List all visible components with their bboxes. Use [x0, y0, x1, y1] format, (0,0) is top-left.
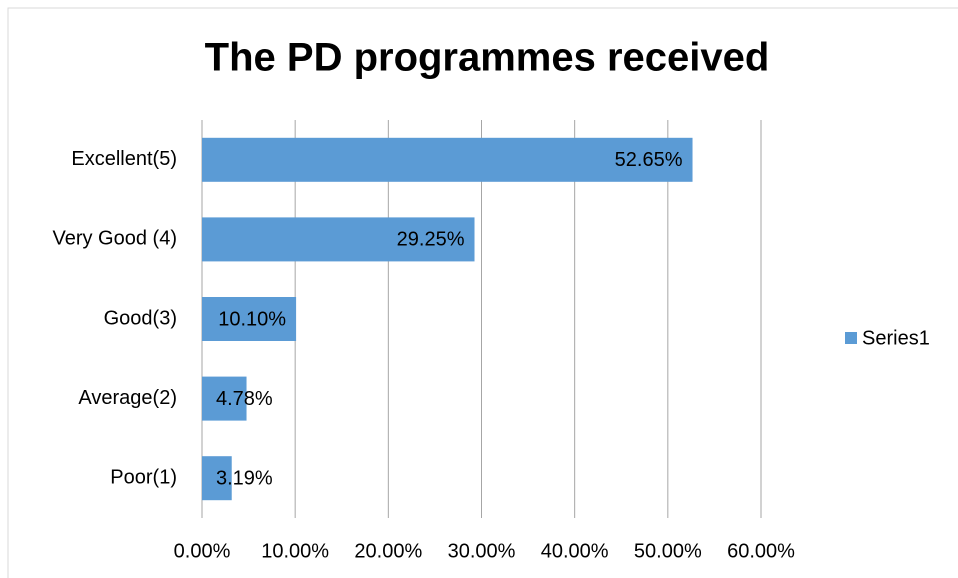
data-label: 4.78%	[216, 388, 273, 410]
data-label: 52.65%	[615, 149, 683, 171]
bar	[202, 137, 693, 182]
data-label: 10.10%	[218, 308, 286, 330]
y-tick-label: Good(3)	[104, 307, 177, 329]
x-tick-label: 50.00%	[634, 540, 702, 562]
data-label: 3.19%	[216, 467, 273, 489]
x-tick-label: 0.00%	[174, 540, 231, 562]
bar	[202, 376, 247, 421]
legend-swatch	[845, 332, 857, 344]
bar	[202, 217, 475, 262]
y-tick-label: Average(2)	[78, 387, 177, 409]
legend-label: Series1	[862, 327, 930, 349]
y-tick-label: Very Good (4)	[52, 228, 177, 250]
x-tick-label: 40.00%	[541, 540, 609, 562]
x-tick-label: 10.00%	[261, 540, 329, 562]
x-tick-label: 60.00%	[727, 540, 795, 562]
y-tick-label: Excellent(5)	[71, 148, 177, 170]
chart-title: The PD programmes received	[205, 36, 770, 80]
x-tick-label: 20.00%	[354, 540, 422, 562]
chart-border	[7, 7, 958, 578]
x-tick-label: 30.00%	[448, 540, 516, 562]
bar	[202, 456, 232, 501]
y-tick-label: Poor(1)	[110, 466, 177, 488]
bar	[202, 297, 297, 341]
data-label: 29.25%	[397, 229, 465, 251]
